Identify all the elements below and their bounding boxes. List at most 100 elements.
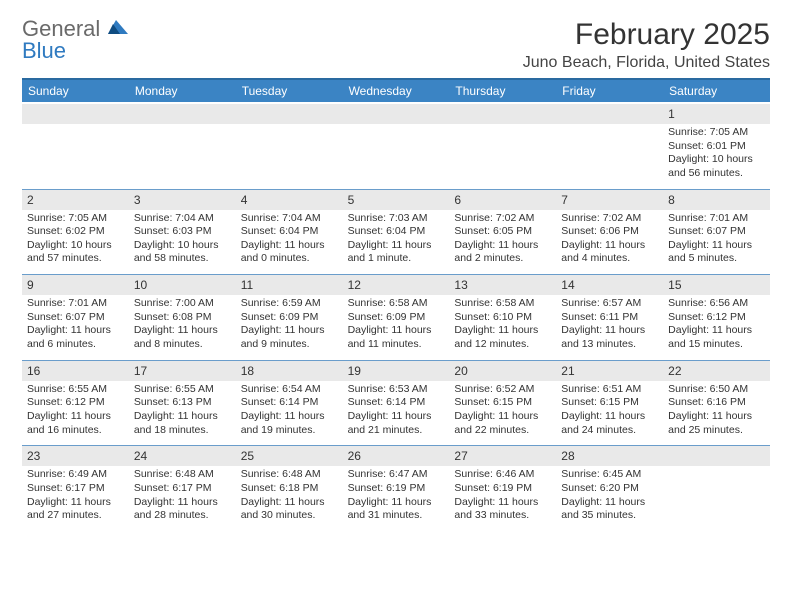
day-info: Sunrise: 6:58 AMSunset: 6:10 PMDaylight:… — [454, 297, 551, 352]
day-number — [668, 449, 671, 463]
day-info: Sunrise: 7:03 AMSunset: 6:04 PMDaylight:… — [348, 212, 445, 267]
day-number: 18 — [241, 364, 254, 378]
weekday-head: Tuesday — [236, 80, 343, 102]
calendar-cell: 12 Sunrise: 6:58 AMSunset: 6:09 PMDayligh… — [343, 272, 450, 358]
day-info: Sunrise: 6:45 AMSunset: 6:20 PMDaylight:… — [561, 468, 658, 523]
day-number: 2 — [27, 193, 34, 207]
calendar-cell: 24Sunrise: 6:48 AMSunset: 6:17 PMDayligh… — [129, 443, 236, 529]
day-info: Sunrise: 7:00 AMSunset: 6:08 PMDaylight:… — [134, 297, 231, 352]
calendar-cell: 7 Sunrise: 7:02 AMSunset: 6:06 PMDaylight… — [556, 187, 663, 273]
calendar-cell: 13 Sunrise: 6:58 AMSunset: 6:10 PMDayligh… — [449, 272, 556, 358]
day-info: Sunrise: 6:46 AMSunset: 6:19 PMDaylight:… — [454, 468, 551, 523]
day-number: 5 — [348, 193, 355, 207]
day-number — [134, 107, 137, 121]
logo-flag-icon — [108, 20, 128, 34]
calendar-cell: 25Sunrise: 6:48 AMSunset: 6:18 PMDayligh… — [236, 443, 343, 529]
day-info: Sunrise: 7:02 AMSunset: 6:05 PMDaylight:… — [454, 212, 551, 267]
day-number: 3 — [134, 193, 141, 207]
day-number: 9 — [27, 278, 34, 292]
calendar-weekday-header: SundayMondayTuesdayWednesdayThursdayFrid… — [22, 78, 770, 102]
calendar-cell: 2 Sunrise: 7:05 AMSunset: 6:02 PMDaylight… — [22, 187, 129, 273]
day-info: Sunrise: 7:04 AMSunset: 6:04 PMDaylight:… — [241, 212, 338, 267]
day-number — [348, 107, 351, 121]
weekday-head: Wednesday — [343, 80, 450, 102]
day-number: 21 — [561, 364, 574, 378]
day-info: Sunrise: 6:59 AMSunset: 6:09 PMDaylight:… — [241, 297, 338, 352]
weekday-head: Monday — [129, 80, 236, 102]
day-number: 28 — [561, 449, 574, 463]
weekday-head: Saturday — [663, 80, 770, 102]
calendar-cell: 22 Sunrise: 6:50 AMSunset: 6:16 PMDayligh… — [663, 358, 770, 444]
day-info: Sunrise: 6:51 AMSunset: 6:15 PMDaylight:… — [561, 383, 658, 438]
calendar-cell — [449, 102, 556, 187]
day-info: Sunrise: 6:54 AMSunset: 6:14 PMDaylight:… — [241, 383, 338, 438]
calendar-cell — [343, 102, 450, 187]
calendar-cell: 3 Sunrise: 7:04 AMSunset: 6:03 PMDaylight… — [129, 187, 236, 273]
logo-text-blue: Blue — [22, 38, 66, 63]
calendar-cell: 9 Sunrise: 7:01 AMSunset: 6:07 PMDaylight… — [22, 272, 129, 358]
day-number: 11 — [241, 278, 253, 292]
day-number: 6 — [454, 193, 461, 207]
calendar-cell: 15Sunrise: 6:56 AMSunset: 6:12 PMDayligh… — [663, 272, 770, 358]
day-number: 12 — [348, 278, 361, 292]
calendar-cell: 8Sunrise: 7:01 AMSunset: 6:07 PMDaylight… — [663, 187, 770, 273]
location-text: Juno Beach, Florida, United States — [523, 54, 770, 72]
day-info: Sunrise: 6:49 AMSunset: 6:17 PMDaylight:… — [27, 468, 124, 523]
calendar-cell: 21 Sunrise: 6:51 AMSunset: 6:15 PMDayligh… — [556, 358, 663, 444]
day-info: Sunrise: 6:53 AMSunset: 6:14 PMDaylight:… — [348, 383, 445, 438]
calendar-cell: 23 Sunrise: 6:49 AMSunset: 6:17 PMDayligh… — [22, 443, 129, 529]
day-info: Sunrise: 6:58 AMSunset: 6:09 PMDaylight:… — [348, 297, 445, 352]
day-number: 4 — [241, 193, 248, 207]
day-info: Sunrise: 7:05 AMSunset: 6:01 PMDaylight:… — [668, 126, 765, 181]
day-info: Sunrise: 6:48 AMSunset: 6:17 PMDaylight:… — [134, 468, 231, 523]
day-info: Sunrise: 7:04 AMSunset: 6:03 PMDaylight:… — [134, 212, 231, 267]
calendar-cell: 20 Sunrise: 6:52 AMSunset: 6:15 PMDayligh… — [449, 358, 556, 444]
page-header: General Blue February 2025 Juno Beach, F… — [22, 18, 770, 72]
calendar-cell: 16Sunrise: 6:55 AMSunset: 6:12 PMDayligh… — [22, 358, 129, 444]
calendar-cell: 10Sunrise: 7:00 AMSunset: 6:08 PMDayligh… — [129, 272, 236, 358]
day-info: Sunrise: 6:52 AMSunset: 6:15 PMDaylight:… — [454, 383, 551, 438]
day-number: 1 — [668, 107, 675, 121]
day-info: Sunrise: 6:55 AMSunset: 6:12 PMDaylight:… — [27, 383, 124, 438]
day-info: Sunrise: 7:05 AMSunset: 6:02 PMDaylight:… — [27, 212, 124, 267]
calendar-cell: 6 Sunrise: 7:02 AMSunset: 6:05 PMDaylight… — [449, 187, 556, 273]
calendar-cell — [663, 443, 770, 529]
calendar-cell: 17 Sunrise: 6:55 AMSunset: 6:13 PMDayligh… — [129, 358, 236, 444]
day-number — [454, 107, 457, 121]
day-info: Sunrise: 6:57 AMSunset: 6:11 PMDaylight:… — [561, 297, 658, 352]
logo: General Blue — [22, 18, 128, 62]
day-number: 26 — [348, 449, 361, 463]
calendar-cell — [22, 102, 129, 187]
day-number — [241, 107, 244, 121]
day-number — [561, 107, 564, 121]
calendar-page: General Blue February 2025 Juno Beach, F… — [0, 0, 792, 539]
day-number: 23 — [27, 449, 40, 463]
day-info: Sunrise: 6:55 AMSunset: 6:13 PMDaylight:… — [134, 383, 231, 438]
calendar-cell: 19 Sunrise: 6:53 AMSunset: 6:14 PMDayligh… — [343, 358, 450, 444]
day-number: 13 — [454, 278, 467, 292]
weekday-head: Sunday — [22, 80, 129, 102]
calendar-cell: 1 Sunrise: 7:05 AMSunset: 6:01 PMDaylight… — [663, 102, 770, 187]
day-info: Sunrise: 6:48 AMSunset: 6:18 PMDaylight:… — [241, 468, 338, 523]
day-number — [27, 107, 30, 121]
weekday-head: Friday — [556, 80, 663, 102]
calendar-cell — [236, 102, 343, 187]
day-number: 7 — [561, 193, 568, 207]
calendar-cell — [556, 102, 663, 187]
day-number: 22 — [668, 364, 681, 378]
day-info: Sunrise: 7:02 AMSunset: 6:06 PMDaylight:… — [561, 212, 658, 267]
calendar-cell: 28 Sunrise: 6:45 AMSunset: 6:20 PMDayligh… — [556, 443, 663, 529]
calendar-body: 1 Sunrise: 7:05 AMSunset: 6:01 PMDaylight… — [22, 102, 770, 529]
day-info: Sunrise: 7:01 AMSunset: 6:07 PMDaylight:… — [27, 297, 124, 352]
day-number: 15 — [668, 278, 681, 292]
day-info: Sunrise: 6:50 AMSunset: 6:16 PMDaylight:… — [668, 383, 765, 438]
day-number: 19 — [348, 364, 361, 378]
day-number: 20 — [454, 364, 467, 378]
day-number: 27 — [454, 449, 467, 463]
day-number: 17 — [134, 364, 147, 378]
day-info: Sunrise: 7:01 AMSunset: 6:07 PMDaylight:… — [668, 212, 765, 267]
calendar-cell: 4 Sunrise: 7:04 AMSunset: 6:04 PMDaylight… — [236, 187, 343, 273]
calendar-cell: 11 Sunrise: 6:59 AMSunset: 6:09 PMDayligh… — [236, 272, 343, 358]
calendar-cell — [129, 102, 236, 187]
calendar-cell: 26Sunrise: 6:47 AMSunset: 6:19 PMDayligh… — [343, 443, 450, 529]
